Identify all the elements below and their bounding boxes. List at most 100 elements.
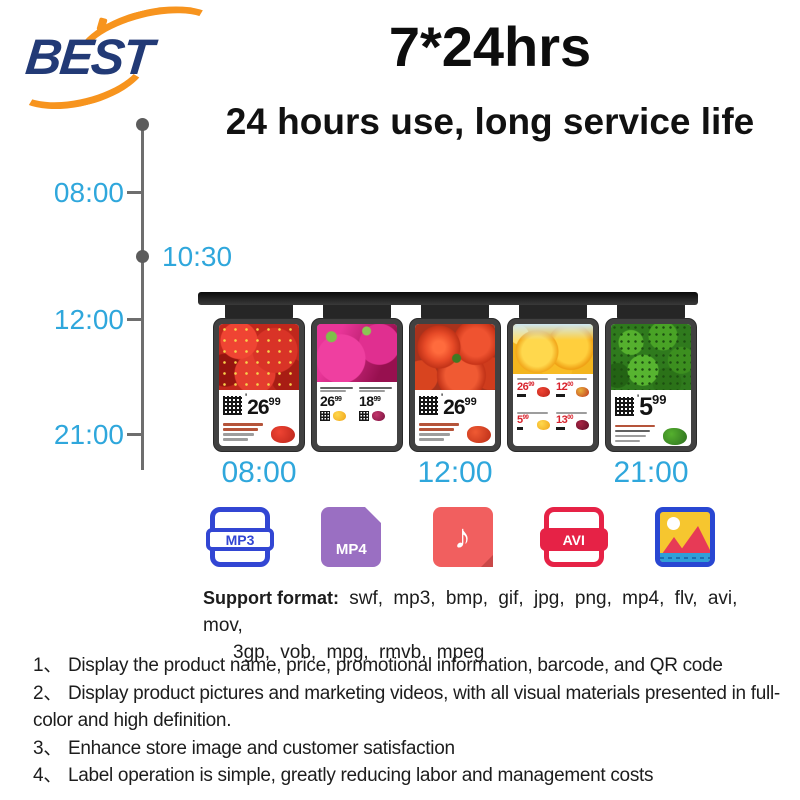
lemon-thumbnail bbox=[333, 410, 346, 421]
page-title: 7*24hrs bbox=[388, 15, 592, 78]
price-text: '599 bbox=[637, 392, 667, 421]
barcode bbox=[517, 427, 524, 431]
mp4-file-icon: MP4 bbox=[321, 507, 382, 567]
qr-code bbox=[359, 410, 369, 421]
strawberry-thumbnail bbox=[271, 426, 295, 443]
price-label: '2699 bbox=[219, 390, 299, 446]
shelf-display-3: '2699 bbox=[409, 303, 501, 452]
shelf-display-4: 2699 1200 bbox=[507, 303, 599, 452]
barcode bbox=[556, 427, 566, 431]
description-lines bbox=[615, 422, 657, 445]
feature-list: 1、 Display the product name, price, promo… bbox=[33, 652, 790, 790]
mp4-label: MP4 bbox=[335, 541, 367, 558]
timeline-marker-dot bbox=[136, 250, 149, 263]
avi-file-icon: AVI bbox=[539, 507, 608, 567]
timeline-axis bbox=[141, 124, 144, 470]
display-bezel: 2699 1200 bbox=[507, 318, 599, 452]
timeline-label-0800: 08:00 bbox=[53, 177, 124, 208]
mounting-rail bbox=[198, 292, 698, 305]
strawberry-thumbnail bbox=[537, 386, 550, 397]
photo-broccoli bbox=[611, 324, 691, 390]
shelf-display-1: '2699 bbox=[213, 303, 305, 452]
avi-label-band: AVI bbox=[539, 528, 608, 551]
folded-corner bbox=[480, 555, 493, 567]
display-bracket bbox=[617, 303, 685, 320]
display-screen: 2699 1899 bbox=[317, 324, 397, 446]
image-picture-icon bbox=[655, 507, 715, 567]
price-label: 2699 1200 bbox=[513, 374, 593, 446]
logo-text: BEST bbox=[23, 29, 155, 85]
display-bezel: '599 bbox=[605, 318, 697, 452]
feature-item-4: 4、 Label operation is simple, greatly red… bbox=[33, 765, 654, 786]
lemon-thumbnail bbox=[537, 420, 550, 431]
price-text: 1300 bbox=[556, 414, 573, 427]
price-text: '2699 bbox=[245, 392, 281, 419]
price-label: 2699 1899 bbox=[317, 382, 397, 446]
qr-code bbox=[223, 396, 242, 415]
photo-lemons bbox=[513, 324, 593, 374]
photo-tomatoes bbox=[415, 324, 495, 390]
promo-cell-1: 2699 bbox=[517, 377, 550, 410]
broccoli-thumbnail bbox=[663, 427, 687, 445]
display-time-0800: 08:00 bbox=[221, 456, 297, 489]
price-text: 1200 bbox=[556, 380, 573, 393]
display-bezel: 2699 1899 bbox=[311, 318, 403, 452]
feature-item-1: 1、 Display the product name, price, promo… bbox=[33, 655, 723, 676]
timeline-tick bbox=[127, 318, 141, 321]
qr-code bbox=[615, 397, 634, 416]
timeline-label-2100: 21:00 bbox=[53, 419, 124, 450]
format-icons-row: MP3 MP4 ♪ AVI bbox=[206, 507, 715, 567]
qr-code bbox=[320, 410, 330, 421]
bottom-strip bbox=[660, 553, 710, 562]
mp3-label-band: MP3 bbox=[206, 528, 274, 551]
sun-dot bbox=[667, 517, 680, 530]
timeline-start-dot bbox=[136, 118, 149, 131]
promo-cell-3: 599 bbox=[517, 411, 550, 444]
display-bezel: '2699 bbox=[213, 318, 305, 452]
price-column-1: 2699 bbox=[320, 385, 355, 443]
mp3-file-icon: MP3 bbox=[206, 507, 274, 567]
photo-dragon-fruit bbox=[317, 324, 397, 382]
timeline-label-1030: 10:30 bbox=[162, 241, 233, 272]
onion-thumbnail bbox=[372, 410, 385, 421]
timeline-label-1200: 12:00 bbox=[53, 304, 124, 335]
display-screen: '599 bbox=[611, 324, 691, 446]
price-label: '599 bbox=[611, 390, 691, 446]
mountain-large bbox=[678, 526, 710, 554]
qr-code bbox=[419, 396, 438, 415]
price-text: 1899 bbox=[359, 392, 381, 409]
header: 7*24hrs 24 hours use, long service life bbox=[185, 14, 795, 143]
photo-strawberries bbox=[219, 324, 299, 390]
price-text: '2699 bbox=[441, 392, 477, 419]
price-column-2: 1899 bbox=[359, 385, 394, 443]
cherry-thumbnail bbox=[576, 420, 589, 431]
support-format-list2: 3gp, vob, mpg, rmvb, mpeg bbox=[233, 642, 485, 663]
tomato-thumbnail bbox=[467, 426, 491, 443]
shelf-display-5: '599 bbox=[605, 303, 697, 452]
price-text: 2699 bbox=[517, 380, 534, 393]
barcode bbox=[517, 393, 527, 397]
promo-cell-4: 1300 bbox=[556, 411, 589, 444]
display-screen: 2699 1200 bbox=[513, 324, 593, 446]
feature-item-2: 2、 Display product pictures and marketing… bbox=[33, 682, 780, 732]
display-bracket bbox=[225, 303, 293, 320]
support-format-label: Support format: bbox=[203, 588, 339, 608]
timeline-tick bbox=[127, 191, 141, 194]
support-format-list1: swf, mp3, bmp, gif, jpg, png, mp4, flv, … bbox=[203, 588, 738, 636]
folded-corner bbox=[365, 507, 382, 523]
support-format-line1: Support format: swf, mp3, bmp, gif, jpg,… bbox=[203, 585, 743, 639]
price-text: 599 bbox=[517, 414, 529, 427]
display-screen: '2699 bbox=[415, 324, 495, 446]
promo-cell-2: 1200 bbox=[556, 377, 589, 410]
display-bracket bbox=[323, 303, 391, 320]
feature-item-3: 3、 Enhance store image and customer satis… bbox=[33, 737, 455, 759]
price-text: 2699 bbox=[320, 392, 342, 409]
display-time-1200: 12:00 bbox=[417, 456, 493, 489]
price-label: '2699 bbox=[415, 390, 495, 446]
support-format: Support format: swf, mp3, bmp, gif, jpg,… bbox=[203, 585, 743, 666]
display-screen: '2699 bbox=[219, 324, 299, 446]
display-bracket bbox=[421, 303, 489, 320]
music-note-icon: ♪ bbox=[432, 507, 493, 567]
description-lines bbox=[419, 421, 461, 444]
description-lines bbox=[223, 421, 265, 444]
